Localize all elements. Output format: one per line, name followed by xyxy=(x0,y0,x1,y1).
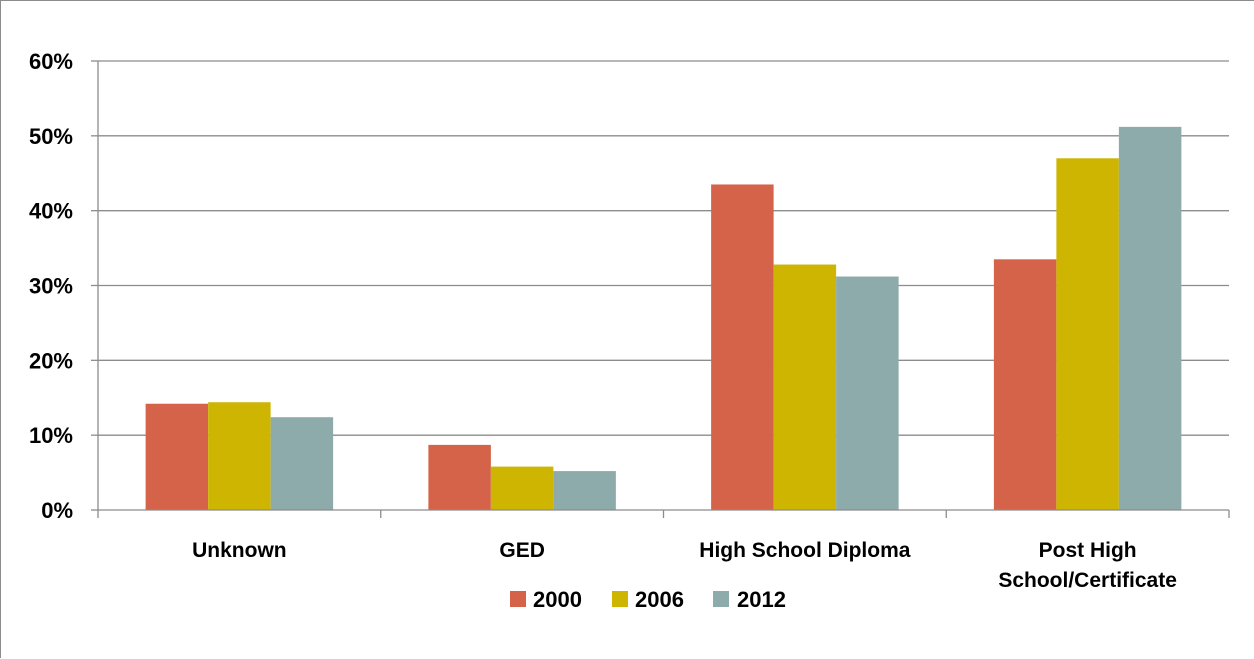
y-tick-label: 40% xyxy=(29,199,73,224)
category-labels: Unknown GED High School Diploma Post High Sc… xyxy=(192,539,1177,592)
category-label: School/Certificate xyxy=(998,569,1177,592)
axes xyxy=(91,60,1230,518)
category-label: GED xyxy=(499,539,545,562)
bar-2000-1 xyxy=(428,444,491,510)
bar-2006-0 xyxy=(208,402,271,510)
bar-2000-0 xyxy=(145,403,209,510)
bar-2006-2 xyxy=(773,264,837,510)
legend-label-2006: 2006 xyxy=(635,587,684,612)
y-tick-label: 60% xyxy=(29,49,73,74)
y-tick-label: 0% xyxy=(41,498,73,523)
y-tick-label: 20% xyxy=(29,348,73,373)
bar-2012-2 xyxy=(836,276,899,510)
category-label: High School Diploma xyxy=(699,539,910,562)
category-label: Post High xyxy=(1039,539,1137,562)
bar-2006-3 xyxy=(1056,158,1119,511)
legend-label-2012: 2012 xyxy=(737,587,786,612)
bar-2012-0 xyxy=(270,417,334,510)
bar-2012-3 xyxy=(1118,126,1182,510)
bar-2006-1 xyxy=(490,466,554,510)
legend-swatch-2012 xyxy=(713,591,729,607)
bars xyxy=(145,126,1182,511)
legend-swatch-2006 xyxy=(612,591,628,607)
bar-2012-1 xyxy=(553,471,616,510)
y-tick-label: 10% xyxy=(29,423,73,448)
bar-2000-2 xyxy=(711,184,774,510)
y-tick-label: 30% xyxy=(29,274,73,299)
bar-2000-3 xyxy=(993,259,1057,510)
y-tick-label: 50% xyxy=(29,124,73,149)
category-label: Unknown xyxy=(192,539,287,562)
legend-swatch-2000 xyxy=(510,591,526,607)
legend: 2000 2006 2012 xyxy=(510,587,786,612)
y-tick-labels: 0% 10% 20% 30% 40% 50% 60% xyxy=(29,49,73,523)
legend-label-2000: 2000 xyxy=(533,587,582,612)
